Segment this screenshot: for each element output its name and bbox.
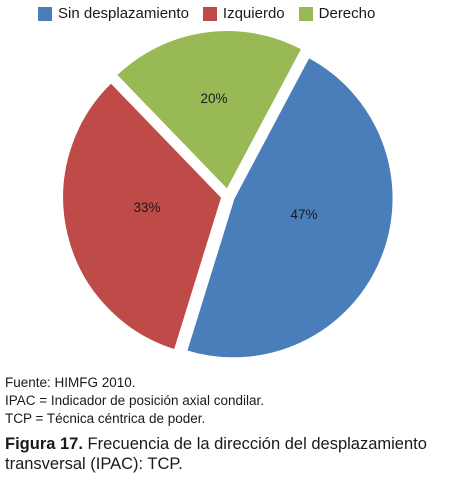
legend-item-sin-desplazamiento: Sin desplazamiento xyxy=(38,5,189,22)
tcp-note: TCP = Técnica céntrica de poder. xyxy=(5,411,206,426)
pie-slice-izquierdo xyxy=(61,80,224,352)
data-label-derecho: 20% xyxy=(200,91,227,106)
legend-item-derecho: Derecho xyxy=(298,5,376,22)
figure-caption: Figura 17. Frecuencia de la dirección de… xyxy=(5,434,465,474)
figure-caption-text: Frecuencia de la dirección del desplazam… xyxy=(5,435,427,473)
data-label-sin-desplazamiento: 47% xyxy=(290,207,317,222)
legend-swatch-derecho xyxy=(298,6,313,21)
legend-swatch-sin-desplazamiento xyxy=(38,6,52,21)
source-note: Fuente: HIMFG 2010. xyxy=(5,375,136,390)
pie-slice-sin-desplazamiento xyxy=(184,55,395,360)
legend-label-derecho: Derecho xyxy=(318,5,376,22)
legend-label-sin-desplazamiento: Sin desplazamiento xyxy=(58,5,189,22)
legend-label-izquierdo: Izquierdo xyxy=(222,5,285,22)
pie-slice-derecho xyxy=(114,29,304,192)
figure-label: Figura 17. xyxy=(5,435,83,453)
legend-item-izquierdo: Izquierdo xyxy=(202,5,285,22)
ipac-note: IPAC = Indicador de posición axial condi… xyxy=(5,393,265,408)
figure-notes: Fuente: HIMFG 2010. IPAC = Indicador de … xyxy=(5,374,264,428)
pie-chart: 47% 33% 20% xyxy=(61,29,395,360)
data-label-izquierdo: 33% xyxy=(133,200,160,215)
chart-legend: Sin desplazamiento Izquierdo Derecho xyxy=(38,5,389,22)
legend-swatch-izquierdo xyxy=(202,6,217,21)
